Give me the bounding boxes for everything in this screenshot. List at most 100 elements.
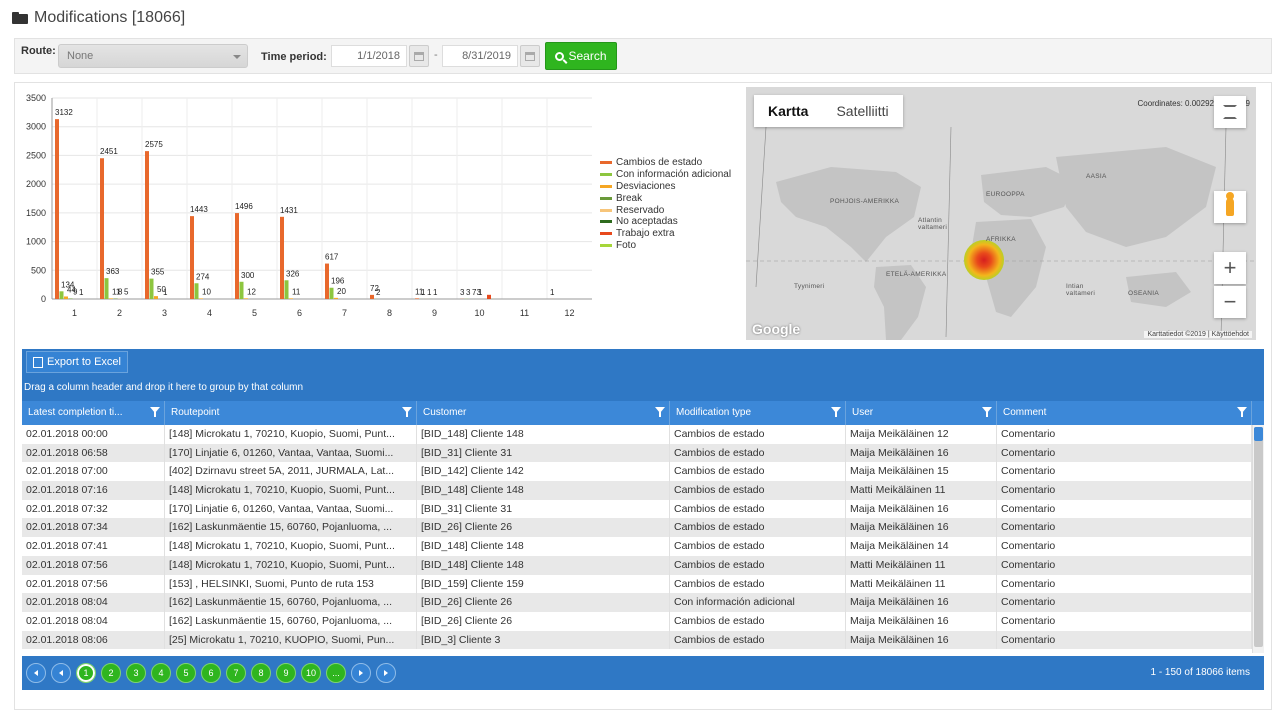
- table-cell: Cambios de estado: [670, 555, 846, 575]
- date-to-input[interactable]: 8/31/2019: [442, 45, 518, 67]
- zoom-out-button[interactable]: −: [1214, 286, 1246, 318]
- column-header[interactable]: Routepoint: [165, 401, 417, 425]
- bar: [149, 278, 154, 299]
- legend-swatch: [600, 208, 612, 212]
- table-row[interactable]: 02.01.2018 08:04 [162] Laskunmäentie 15, …: [22, 611, 1264, 631]
- legend-item[interactable]: Desviaciones: [600, 181, 731, 193]
- data-label: 1: [478, 288, 483, 297]
- export-excel-button[interactable]: Export to Excel: [26, 351, 128, 373]
- data-label: 2575: [145, 140, 163, 149]
- filter-icon[interactable]: [150, 407, 160, 417]
- table-row[interactable]: 02.01.2018 08:06 [25] Microkatu 1, 70210,…: [22, 630, 1264, 650]
- last-page-button[interactable]: [376, 663, 396, 683]
- table-cell: 02.01.2018 07:16: [22, 481, 165, 500]
- page-button[interactable]: 6: [201, 663, 221, 683]
- date-from-calendar-button[interactable]: [409, 45, 429, 67]
- legend-item[interactable]: Cambios de estado: [600, 157, 731, 169]
- fullscreen-icon: [1223, 105, 1237, 119]
- table-row[interactable]: 02.01.2018 07:16 [148] Microkatu 1, 70210…: [22, 481, 1264, 500]
- table-cell: Maija Meikäläinen 16: [846, 443, 997, 463]
- table-cell: Comentario: [997, 518, 1252, 538]
- legend-item[interactable]: Trabajo extra: [600, 228, 731, 240]
- table-cell: [148] Microkatu 1, 70210, Kuopio, Suomi,…: [165, 481, 417, 500]
- legend-swatch: [600, 161, 612, 165]
- page-button[interactable]: ...: [326, 663, 346, 683]
- grid-body: 02.01.2018 00:00 [148] Microkatu 1, 70210…: [22, 425, 1264, 653]
- filter-icon[interactable]: [402, 407, 412, 417]
- heat-map[interactable]: Kartta Satelliitti Coordinates: 0.00292,…: [746, 87, 1256, 340]
- page-button[interactable]: 4: [151, 663, 171, 683]
- filter-icon[interactable]: [831, 407, 841, 417]
- table-cell: [BID_142] Cliente 142: [417, 462, 670, 482]
- column-header[interactable]: Customer: [417, 401, 670, 425]
- bar: [154, 296, 158, 299]
- table-row[interactable]: 02.01.2018 07:56 [148] Microkatu 1, 70210…: [22, 555, 1264, 575]
- column-header[interactable]: Latest completion ti...: [22, 401, 165, 425]
- table-row[interactable]: 02.01.2018 07:00 [402] Dzirnavu street 5A…: [22, 462, 1264, 482]
- tab-map[interactable]: Kartta: [768, 103, 809, 119]
- table-row[interactable]: 02.01.2018 00:00 [148] Microkatu 1, 70210…: [22, 425, 1264, 444]
- legend-item[interactable]: No aceptadas: [600, 216, 731, 228]
- date-to-calendar-button[interactable]: [520, 45, 540, 67]
- page-button[interactable]: 2: [101, 663, 121, 683]
- scroll-up-arrow[interactable]: [1254, 427, 1263, 441]
- page-button[interactable]: 5: [176, 663, 196, 683]
- filter-icon[interactable]: [655, 407, 665, 417]
- table-cell: 02.01.2018 07:56: [22, 555, 165, 575]
- data-label: 72: [370, 284, 379, 293]
- street-view-button[interactable]: [1214, 191, 1246, 223]
- data-label: 3: [466, 288, 471, 297]
- table-row[interactable]: 02.01.2018 07:56 [153] , HELSINKI, Suomi,…: [22, 574, 1264, 594]
- fullscreen-button[interactable]: [1214, 96, 1246, 128]
- legend-swatch: [600, 173, 612, 177]
- filter-icon[interactable]: [1237, 407, 1247, 417]
- table-cell: Comentario: [997, 425, 1252, 444]
- prev-page-icon: [59, 670, 63, 676]
- page-button[interactable]: 10: [301, 663, 321, 683]
- page-button[interactable]: 8: [251, 663, 271, 683]
- table-row[interactable]: 02.01.2018 08:04 [162] Laskunmäentie 15, …: [22, 593, 1264, 612]
- search-button[interactable]: Search: [545, 42, 617, 70]
- column-header[interactable]: Comment: [997, 401, 1252, 425]
- tab-satellite[interactable]: Satelliitti: [836, 103, 889, 119]
- legend-item[interactable]: Con información adicional: [600, 169, 731, 181]
- page-button[interactable]: 9: [276, 663, 296, 683]
- map-attribution[interactable]: Karttatiedot ©2019 | Käyttöehdot: [1144, 331, 1252, 338]
- filter-icon[interactable]: [982, 407, 992, 417]
- table-cell: Maija Meikäläinen 15: [846, 462, 997, 482]
- data-label: 1: [163, 288, 168, 297]
- table-cell: Comentario: [997, 555, 1252, 575]
- table-cell: [148] Microkatu 1, 70210, Kuopio, Suomi,…: [165, 425, 417, 444]
- legend-item[interactable]: Reservado: [600, 204, 731, 216]
- data-label: 2451: [100, 147, 118, 156]
- table-row[interactable]: 02.01.2018 06:58 [170] Linjatie 6, 01260,…: [22, 443, 1264, 463]
- table-row[interactable]: 02.01.2018 07:32 [170] Linjatie 6, 01260,…: [22, 499, 1264, 519]
- map-label: OSEANIA: [1128, 290, 1159, 297]
- table-row[interactable]: 02.01.2018 07:34 [162] Laskunmäentie 15, …: [22, 518, 1264, 538]
- page-button[interactable]: 1: [76, 663, 96, 683]
- table-cell: Comentario: [997, 481, 1252, 500]
- legend-item[interactable]: Foto: [600, 240, 731, 252]
- legend-item[interactable]: Break: [600, 192, 731, 204]
- first-page-button[interactable]: [26, 663, 46, 683]
- filter-panel: Route: None Time period: 1/1/2018 - 8/31…: [14, 38, 1272, 74]
- table-cell: Cambios de estado: [670, 537, 846, 556]
- next-page-button[interactable]: [351, 663, 371, 683]
- data-label: 5: [124, 288, 129, 297]
- column-header[interactable]: User: [846, 401, 997, 425]
- prev-page-button[interactable]: [51, 663, 71, 683]
- page-button[interactable]: 3: [126, 663, 146, 683]
- column-header-label: Routepoint: [171, 407, 220, 418]
- group-drop-area[interactable]: Drag a column header and drop it here to…: [22, 375, 1264, 401]
- zoom-in-button[interactable]: +: [1214, 252, 1246, 284]
- page-button[interactable]: 7: [226, 663, 246, 683]
- table-row[interactable]: 02.01.2018 07:41 [148] Microkatu 1, 70210…: [22, 537, 1264, 556]
- vertical-scrollbar[interactable]: [1252, 425, 1264, 653]
- scrollbar-thumb[interactable]: [1254, 427, 1263, 647]
- date-from-input[interactable]: 1/1/2018: [331, 45, 407, 67]
- column-header[interactable]: Modification type: [670, 401, 846, 425]
- table-cell: 02.01.2018 00:00: [22, 425, 165, 444]
- route-select[interactable]: None: [58, 44, 248, 68]
- table-cell: 02.01.2018 08:04: [22, 611, 165, 631]
- folder-open-icon: [12, 12, 28, 24]
